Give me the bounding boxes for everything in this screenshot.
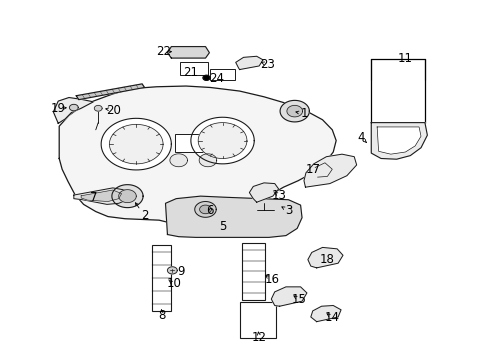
Polygon shape bbox=[165, 196, 302, 237]
Text: 1: 1 bbox=[300, 107, 307, 120]
Text: 21: 21 bbox=[183, 66, 198, 79]
Text: 18: 18 bbox=[319, 253, 334, 266]
Polygon shape bbox=[59, 86, 335, 234]
Polygon shape bbox=[310, 306, 340, 321]
Text: 17: 17 bbox=[305, 163, 320, 176]
Polygon shape bbox=[167, 46, 209, 58]
Bar bbox=[239, 302, 276, 338]
Polygon shape bbox=[249, 183, 278, 202]
Text: 6: 6 bbox=[206, 204, 214, 217]
Polygon shape bbox=[203, 75, 209, 80]
Bar bbox=[175, 134, 216, 152]
Text: 10: 10 bbox=[166, 278, 181, 291]
Polygon shape bbox=[194, 202, 216, 217]
Polygon shape bbox=[304, 154, 356, 187]
Polygon shape bbox=[286, 105, 302, 117]
Polygon shape bbox=[101, 118, 171, 170]
Text: 11: 11 bbox=[397, 51, 412, 64]
Polygon shape bbox=[53, 98, 93, 123]
Text: 7: 7 bbox=[89, 192, 97, 204]
Text: 15: 15 bbox=[291, 293, 306, 306]
Polygon shape bbox=[199, 205, 211, 214]
Polygon shape bbox=[307, 247, 342, 268]
Polygon shape bbox=[280, 100, 309, 122]
Polygon shape bbox=[69, 104, 78, 111]
Text: 23: 23 bbox=[260, 58, 274, 71]
Polygon shape bbox=[112, 185, 143, 208]
Polygon shape bbox=[190, 117, 254, 164]
Polygon shape bbox=[119, 190, 136, 203]
Polygon shape bbox=[198, 123, 246, 158]
Bar bbox=[210, 69, 234, 80]
Text: 2: 2 bbox=[141, 210, 148, 222]
Bar bbox=[242, 243, 265, 300]
Text: 8: 8 bbox=[158, 309, 165, 322]
Polygon shape bbox=[167, 267, 177, 274]
Text: 5: 5 bbox=[219, 220, 226, 233]
Text: 20: 20 bbox=[106, 104, 121, 117]
Polygon shape bbox=[271, 287, 306, 306]
Polygon shape bbox=[109, 125, 163, 164]
Text: 24: 24 bbox=[208, 72, 224, 85]
Text: 22: 22 bbox=[156, 45, 171, 58]
Text: 4: 4 bbox=[357, 131, 365, 144]
Polygon shape bbox=[74, 188, 131, 204]
Bar bbox=[180, 62, 208, 75]
Polygon shape bbox=[76, 84, 144, 100]
Text: 19: 19 bbox=[51, 102, 65, 115]
Polygon shape bbox=[376, 127, 420, 154]
Polygon shape bbox=[199, 154, 216, 167]
Polygon shape bbox=[169, 154, 187, 167]
Text: 3: 3 bbox=[284, 204, 291, 217]
Polygon shape bbox=[370, 123, 427, 159]
Text: 13: 13 bbox=[272, 189, 286, 202]
Polygon shape bbox=[235, 56, 263, 69]
Polygon shape bbox=[81, 190, 122, 202]
Text: 14: 14 bbox=[324, 311, 339, 324]
Text: 9: 9 bbox=[177, 265, 184, 278]
Polygon shape bbox=[94, 105, 102, 111]
Text: 16: 16 bbox=[264, 273, 279, 286]
Text: 12: 12 bbox=[251, 330, 266, 343]
Bar bbox=[152, 244, 171, 311]
